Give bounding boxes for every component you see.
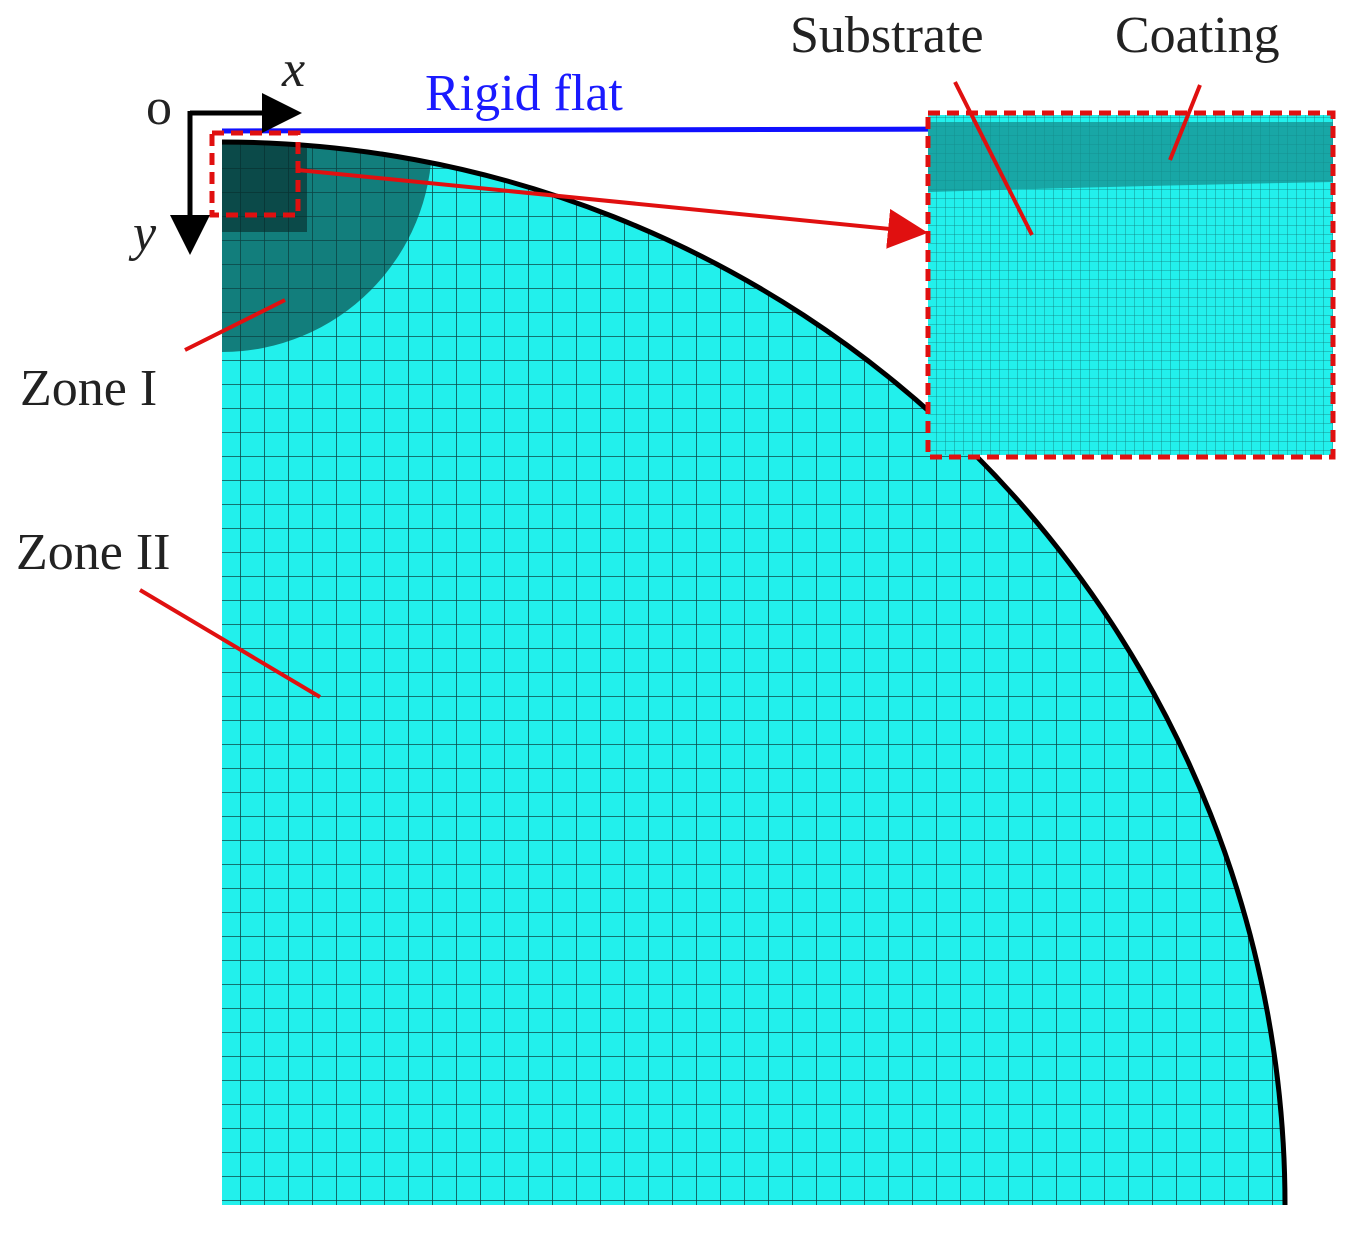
zone-1-label: Zone I: [20, 360, 157, 417]
coating-label: Coating: [1115, 7, 1280, 64]
rigid-flat-label: Rigid flat: [425, 65, 623, 122]
zoom-arrow: [297, 168, 928, 249]
x-axis-label: x: [281, 41, 305, 98]
y-axis-label: y: [128, 205, 157, 262]
inset: [925, 110, 1336, 460]
leader-lines: [138, 81, 1202, 699]
zone-2-label: Zone II: [16, 524, 170, 581]
origin-label: o: [146, 79, 172, 136]
zoom-box: [209, 130, 301, 218]
substrate-label: Substrate: [790, 7, 984, 64]
